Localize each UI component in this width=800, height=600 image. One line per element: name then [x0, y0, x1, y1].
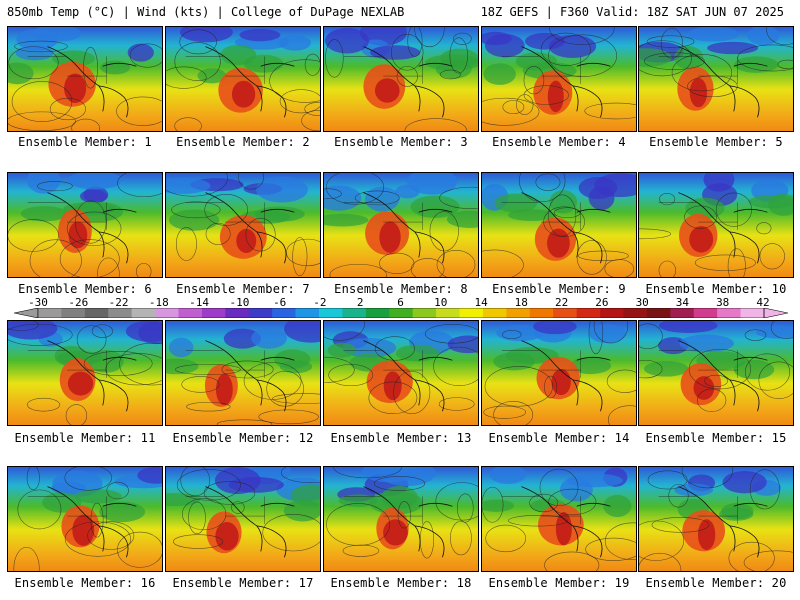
- ensemble-member-label: Ensemble Member: 6: [18, 282, 152, 296]
- colorbar-tick-label: 6: [397, 296, 404, 309]
- ensemble-map-panel: [7, 26, 163, 132]
- ensemble-member-label: Ensemble Member: 4: [492, 135, 626, 149]
- ensemble-map-panel: [481, 320, 637, 426]
- colorbar-tick-label: -6: [273, 296, 287, 309]
- ensemble-map-panel: [165, 26, 321, 132]
- colorbar-tick-label: 42: [756, 296, 770, 309]
- ensemble-member-label: Ensemble Member: 14: [488, 431, 630, 445]
- colorbar-segment: [553, 308, 577, 318]
- ensemble-map-panel: [638, 26, 794, 132]
- colorbar-segment: [84, 308, 109, 318]
- colorbar-tick-label: 22: [554, 296, 569, 309]
- colorbar-tick-labels: -30 -26 -22 -18 -14 -10 -6 -2 2 6 10 14 18 22 26 30 34 38…: [0, 296, 800, 310]
- colorbar-segment: [717, 308, 741, 318]
- colorbar-segment: [646, 308, 671, 318]
- colorbar-segment: [576, 308, 601, 318]
- ensemble-member-label: Ensemble Member: 18: [330, 576, 472, 590]
- ensemble-member-label: Ensemble Member: 8: [334, 282, 468, 296]
- colorbar-tick-label: -22: [108, 296, 129, 309]
- colorbar-segment: [295, 308, 320, 318]
- ensemble-map-panel: [323, 320, 479, 426]
- colorbar-segment: [506, 308, 531, 318]
- colorbar-segment: [342, 308, 367, 318]
- colorbar-tick-label: -26: [68, 296, 89, 309]
- ensemble-map-panel: [165, 466, 321, 572]
- colorbar-tick-label: 38: [716, 296, 730, 309]
- ensemble-member-label: Ensemble Member: 16: [14, 576, 156, 590]
- colorbar-tick-label: -14: [189, 296, 210, 309]
- ensemble-map-panel: [165, 172, 321, 278]
- product-title: 850mb Temp (°C) | Wind (kts) | College o…: [7, 5, 405, 19]
- colorbar-segment: [740, 308, 765, 318]
- colorbar-tick-label: -2: [313, 296, 327, 309]
- colorbar-segment: [482, 308, 507, 318]
- ensemble-member-label: Ensemble Member: 3: [334, 135, 468, 149]
- ensemble-member-label: Ensemble Member: 1: [18, 135, 152, 149]
- ensemble-member-label: Ensemble Member: 2: [176, 135, 310, 149]
- colorbar-segment: [201, 308, 226, 318]
- ensemble-member-label: Ensemble Member: 20: [645, 576, 787, 590]
- ensemble-member-label: Ensemble Member: 15: [645, 431, 787, 445]
- colorbar-tick-label: 14: [474, 296, 488, 309]
- ensemble-member-label: Ensemble Member: 9: [492, 282, 626, 296]
- colorbar-segment: [108, 308, 132, 318]
- ensemble-map-panel: [165, 320, 321, 426]
- colorbar-segment: [225, 308, 250, 318]
- colorbar-segment: [61, 308, 86, 318]
- colorbar-segment: [319, 308, 343, 318]
- run-valid-time: 18Z GEFS | F360 Valid: 18Z SAT JUN 07 20…: [480, 5, 784, 19]
- colorbar-min-arrow: [14, 308, 39, 318]
- ensemble-map-panel: [638, 320, 794, 426]
- colorbar-segment: [693, 308, 718, 318]
- temperature-colorbar: [14, 308, 788, 318]
- ensemble-map-panel: [7, 466, 163, 572]
- colorbar-segment: [248, 308, 273, 318]
- colorbar-segment: [600, 308, 624, 318]
- ensemble-member-label: Ensemble Member: 17: [172, 576, 314, 590]
- colorbar-tick-label: -10: [229, 296, 250, 309]
- colorbar-segment: [436, 308, 460, 318]
- colorbar-segment: [389, 308, 414, 318]
- ensemble-map-panel: [481, 26, 637, 132]
- colorbar-tick-label: 18: [514, 296, 528, 309]
- ensemble-map-panel: [481, 172, 637, 278]
- ensemble-map-panel: [323, 172, 479, 278]
- ensemble-map-panel: [638, 466, 794, 572]
- ensemble-map-panel: [323, 26, 479, 132]
- colorbar-tick-label: 10: [434, 296, 448, 309]
- ensemble-map-panel: [7, 172, 163, 278]
- colorbar-tick-label: 26: [595, 296, 609, 309]
- ensemble-member-label: Ensemble Member: 12: [172, 431, 314, 445]
- colorbar-segment: [412, 308, 437, 318]
- colorbar-segment: [459, 308, 484, 318]
- colorbar-segment: [529, 308, 554, 318]
- colorbar-segment: [670, 308, 695, 318]
- ensemble-member-label: Ensemble Member: 11: [14, 431, 156, 445]
- colorbar-tick-label: -18: [148, 296, 169, 309]
- colorbar-segment: [155, 308, 179, 318]
- colorbar-frame: [37, 308, 765, 318]
- colorbar-segment: [178, 308, 203, 318]
- colorbar-segment: [38, 308, 62, 318]
- ensemble-member-label: Ensemble Member: 5: [649, 135, 783, 149]
- colorbar-segment: [272, 308, 296, 318]
- ensemble-member-label: Ensemble Member: 7: [176, 282, 310, 296]
- colorbar-tick-label: -30: [28, 296, 48, 309]
- colorbar-segment: [131, 308, 156, 318]
- ensemble-map-panel: [638, 172, 794, 278]
- colorbar-tick-label: 30: [635, 296, 649, 309]
- ensemble-member-label: Ensemble Member: 19: [488, 576, 630, 590]
- colorbar-segment: [365, 308, 390, 318]
- ensemble-map-panel: [7, 320, 163, 426]
- colorbar-segment: [623, 308, 648, 318]
- colorbar-max-arrow: [763, 308, 788, 318]
- colorbar-tick-label: 34: [675, 296, 690, 309]
- ensemble-map-panel: [323, 466, 479, 572]
- ensemble-member-label: Ensemble Member: 13: [330, 431, 472, 445]
- ensemble-member-label: Ensemble Member: 10: [645, 282, 787, 296]
- ensemble-map-panel: [481, 466, 637, 572]
- colorbar-tick-label: 2: [356, 296, 364, 309]
